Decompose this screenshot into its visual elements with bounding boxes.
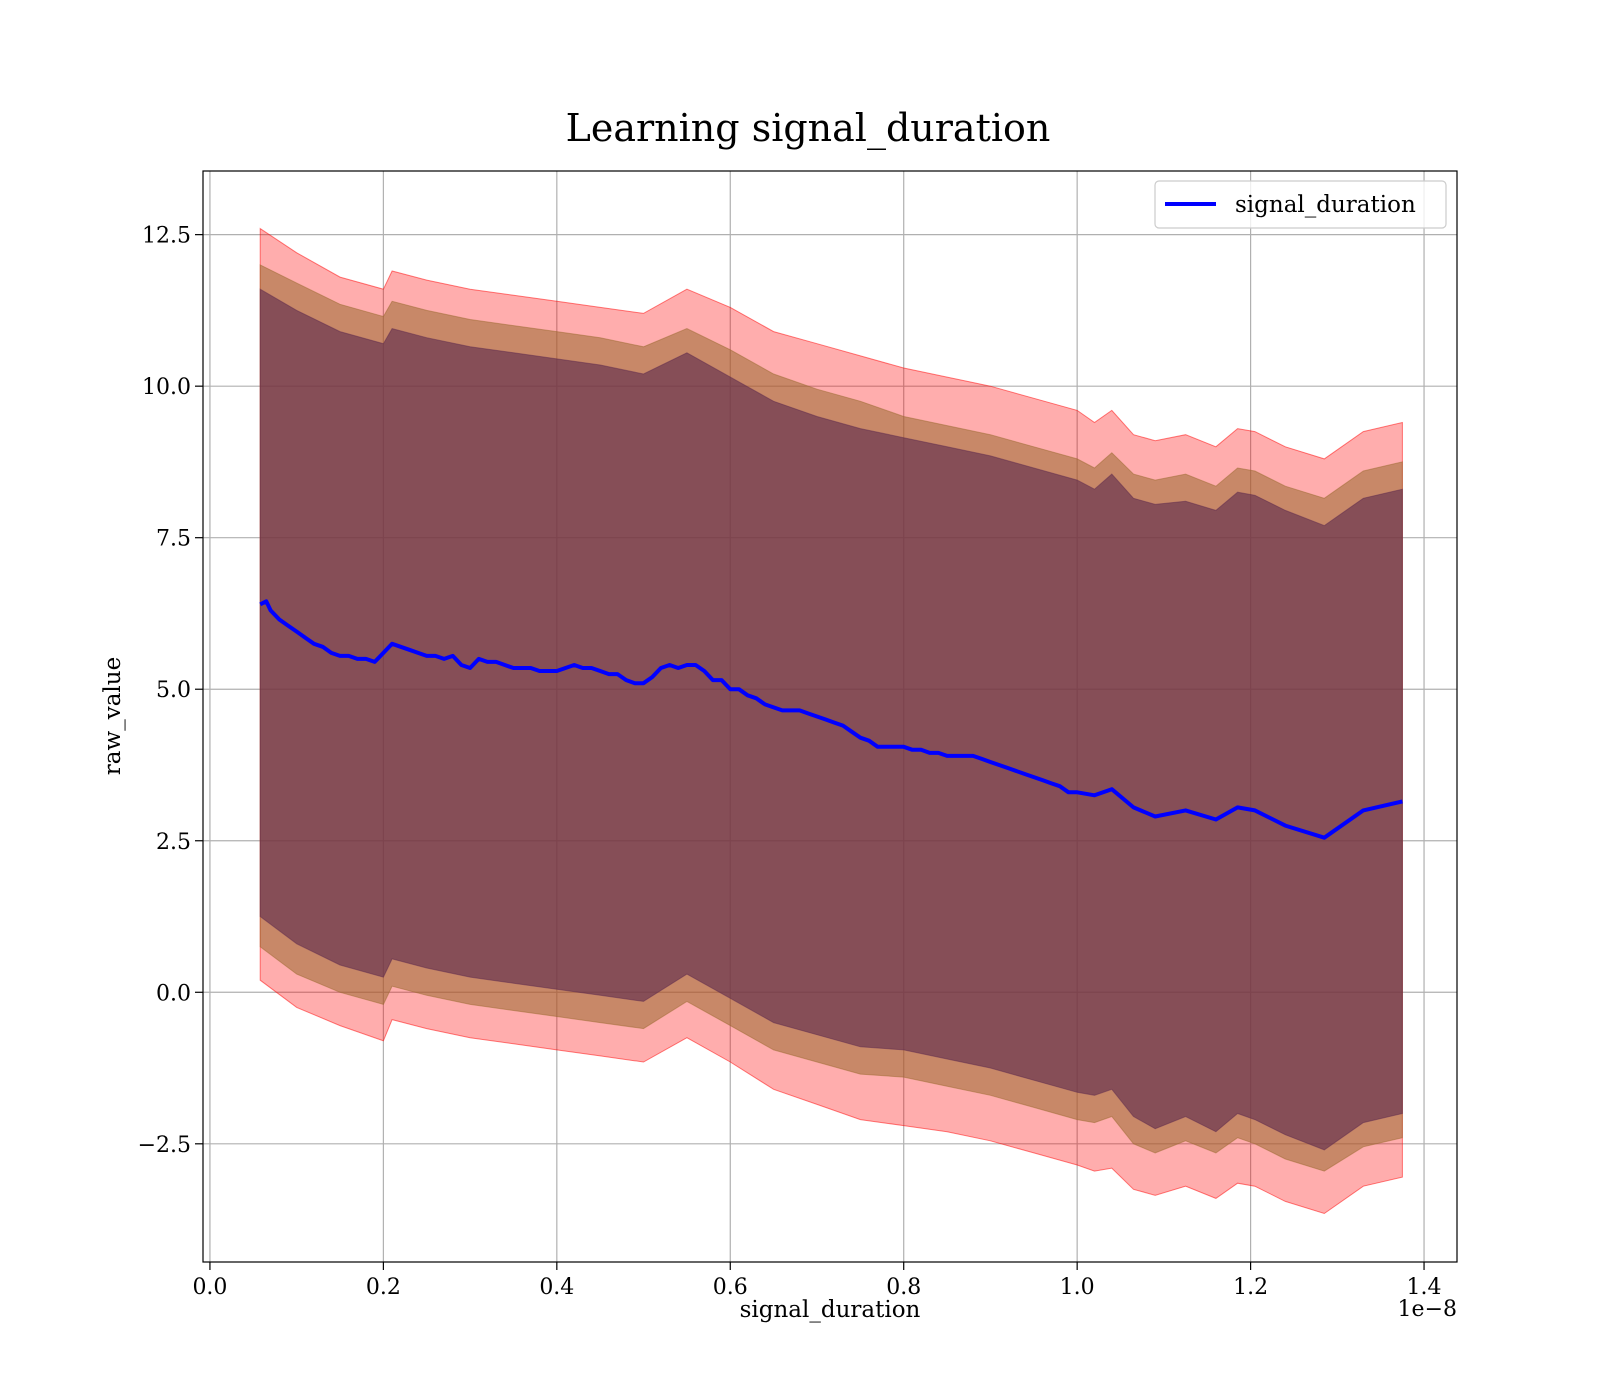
- x-tick-label: 1.4: [1407, 1275, 1442, 1300]
- data-series: [259, 599, 1403, 840]
- y-tick-label: 5.0: [156, 678, 191, 703]
- y-tick-label: 0.0: [156, 981, 191, 1006]
- plot-frame: [202, 170, 1458, 1263]
- chart-title: Learning signal_duration: [566, 106, 1051, 151]
- y-axis-label: raw_value: [100, 657, 126, 775]
- x-tick-label: 0.4: [539, 1275, 574, 1300]
- x-tick-label: 0.6: [713, 1275, 748, 1300]
- x-tick-label: 1.2: [1233, 1275, 1268, 1300]
- x-tick-label: 1.0: [1060, 1275, 1095, 1300]
- y-axis: −2.5 0.0 2.5 5.0 7.5 10.0 12.5: [138, 224, 203, 1158]
- y-tick-label: −2.5: [138, 1133, 191, 1158]
- y-tick-label: 7.5: [156, 527, 191, 552]
- series-line: [259, 599, 1403, 840]
- x-tick-label: 0.0: [192, 1275, 227, 1300]
- y-tick-label: 10.0: [142, 375, 191, 400]
- legend: signal_duration: [1154, 180, 1447, 229]
- legend-label: signal_duration: [1235, 192, 1416, 218]
- x-axis: 0.0 0.2 0.4 0.6 0.8 1.0 1.2 1.4: [192, 1262, 1442, 1300]
- y-tick-label: 2.5: [156, 830, 191, 855]
- x-axis-label: signal_duration: [740, 1297, 921, 1323]
- x-tick-label: 0.2: [366, 1275, 401, 1300]
- x-tick-label: 0.8: [886, 1275, 921, 1300]
- x-axis-offset-label: 1e−8: [1398, 1297, 1457, 1322]
- y-tick-label: 12.5: [142, 224, 191, 249]
- legend-box: [1154, 180, 1447, 229]
